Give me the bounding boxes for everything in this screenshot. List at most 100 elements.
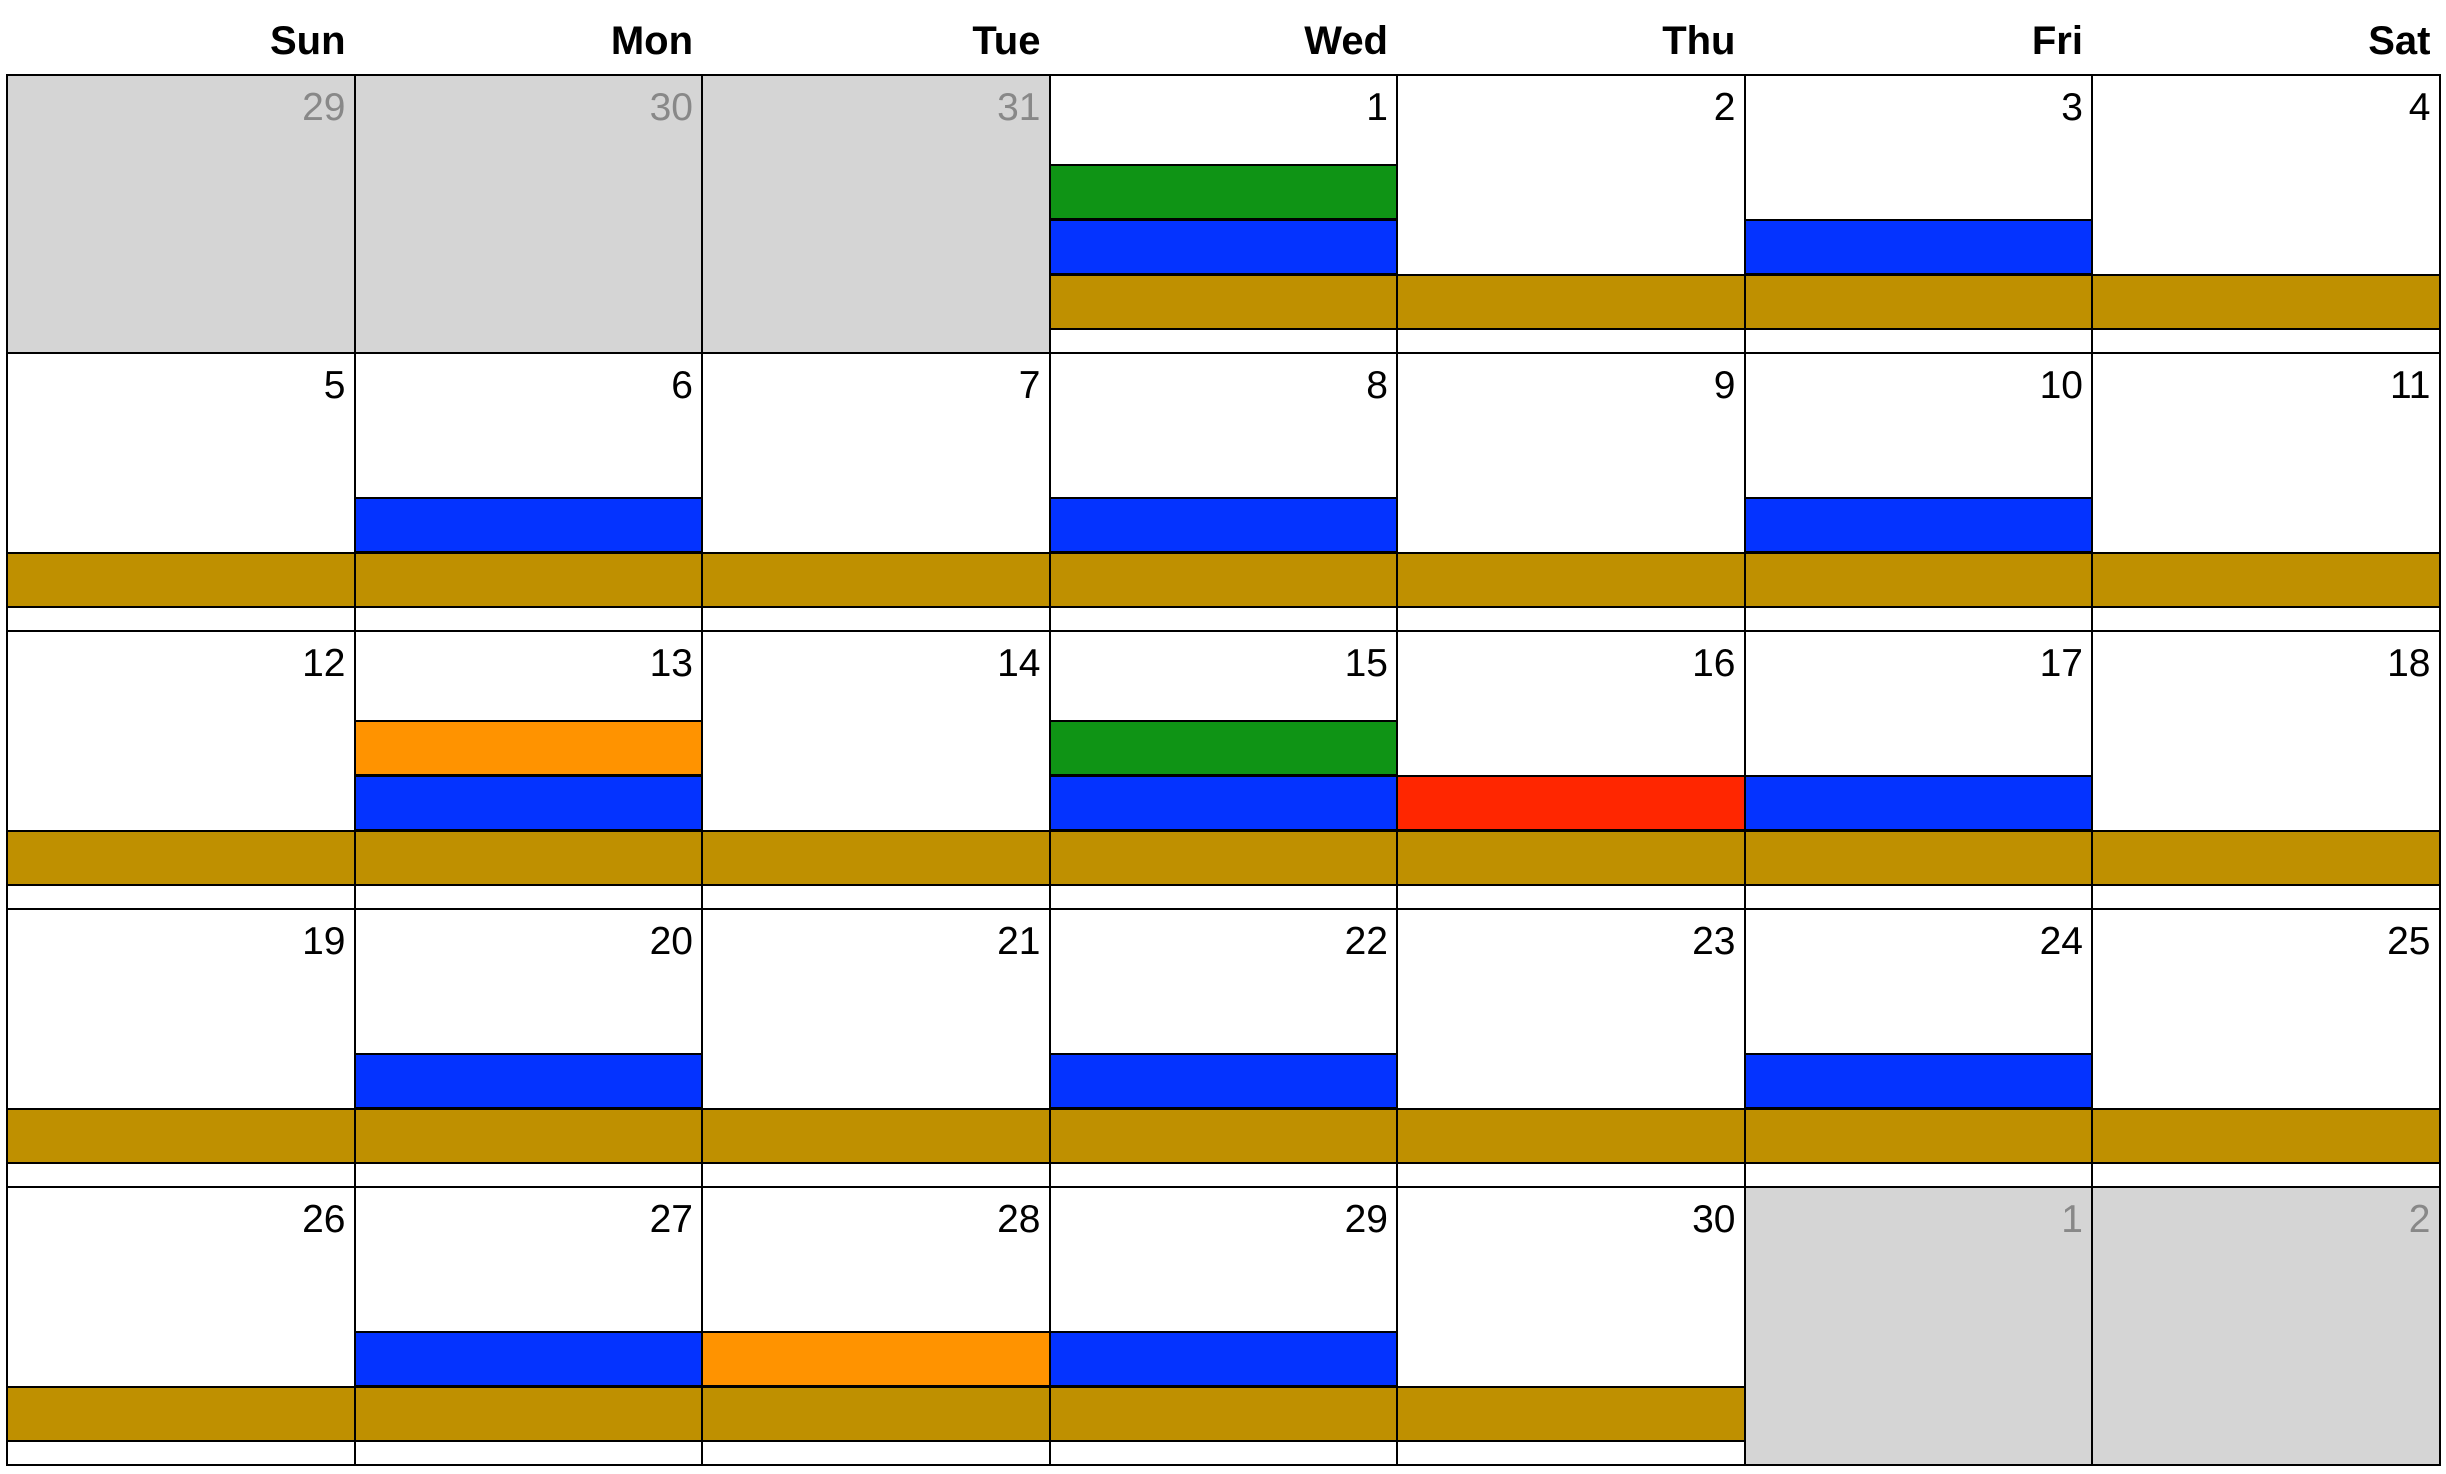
event-bar[interactable] [1743, 1053, 2093, 1109]
event-bar[interactable] [353, 775, 703, 831]
day-cell[interactable]: 28 [701, 1186, 1051, 1466]
day-number: 17 [2039, 642, 2083, 685]
event-bar[interactable] [353, 552, 703, 608]
event-bar[interactable] [1743, 1108, 2093, 1164]
day-cell[interactable]: 27 [353, 1186, 703, 1466]
event-bar[interactable] [1048, 830, 1398, 886]
event-bar[interactable] [1743, 552, 2093, 608]
event-bar[interactable] [1396, 775, 1746, 831]
event-bar[interactable] [1048, 1331, 1398, 1387]
day-number: 18 [2387, 642, 2431, 685]
day-number: 25 [2387, 920, 2431, 963]
event-bar[interactable] [1048, 1053, 1398, 1109]
day-number: 2 [2408, 1198, 2431, 1241]
event-bar[interactable] [701, 552, 1051, 608]
event-bar[interactable] [1048, 497, 1398, 553]
day-cell[interactable]: 20 [353, 908, 703, 1188]
day-cell[interactable]: 22 [1048, 908, 1398, 1188]
day-number: 4 [2408, 86, 2431, 129]
event-bar[interactable] [1743, 830, 2093, 886]
event-bar[interactable] [353, 497, 703, 553]
day-cell[interactable]: 24 [1743, 908, 2093, 1188]
event-bar[interactable] [353, 830, 703, 886]
day-cell[interactable]: 21 [701, 908, 1051, 1188]
event-bar[interactable] [701, 1108, 1051, 1164]
day-number: 21 [997, 920, 1041, 963]
event-bar[interactable] [1048, 775, 1398, 831]
event-bar[interactable] [353, 1108, 703, 1164]
day-number: 29 [302, 86, 346, 129]
day-number: 31 [997, 86, 1041, 129]
day-number: 24 [2039, 920, 2083, 963]
event-bar[interactable] [2091, 274, 2441, 330]
day-cell[interactable]: 12 [6, 630, 356, 910]
event-bar[interactable] [1396, 830, 1746, 886]
day-cell[interactable]: 26 [6, 1186, 356, 1466]
event-bar[interactable] [353, 1331, 703, 1387]
event-bar[interactable] [1048, 164, 1398, 220]
day-number: 5 [323, 364, 346, 407]
event-bar[interactable] [2091, 552, 2441, 608]
event-bar[interactable] [1396, 552, 1746, 608]
event-bar[interactable] [1048, 720, 1398, 776]
day-cell[interactable]: 19 [6, 908, 356, 1188]
day-number: 20 [649, 920, 693, 963]
day-cell[interactable]: 2 [2091, 1186, 2441, 1466]
event-bar[interactable] [701, 1386, 1051, 1442]
event-bar[interactable] [1048, 274, 1398, 330]
day-cell[interactable]: 16 [1396, 630, 1746, 910]
event-bar[interactable] [6, 552, 356, 608]
event-bar[interactable] [1743, 497, 2093, 553]
day-cell[interactable]: 8 [1048, 352, 1398, 632]
event-bar[interactable] [6, 1386, 356, 1442]
day-cell[interactable]: 18 [2091, 630, 2441, 910]
event-bar[interactable] [2091, 1108, 2441, 1164]
event-bar[interactable] [1048, 1386, 1398, 1442]
day-cell[interactable]: 9 [1396, 352, 1746, 632]
event-bar[interactable] [1396, 274, 1746, 330]
day-cell[interactable]: 30 [1396, 1186, 1746, 1466]
event-bar[interactable] [353, 1053, 703, 1109]
event-bar[interactable] [701, 1331, 1051, 1387]
weekday-header-fri: Fri [2031, 19, 2083, 63]
day-cell[interactable]: 1 [1743, 1186, 2093, 1466]
day-cell[interactable]: 2 [1396, 74, 1746, 354]
event-bar[interactable] [701, 830, 1051, 886]
day-cell[interactable]: 25 [2091, 908, 2441, 1188]
weekday-header-sat: Sat [2368, 19, 2431, 63]
day-number: 28 [997, 1198, 1041, 1241]
day-cell[interactable]: 11 [2091, 352, 2441, 632]
day-number: 1 [1366, 86, 1388, 129]
day-cell[interactable]: 17 [1743, 630, 2093, 910]
day-cell[interactable]: 23 [1396, 908, 1746, 1188]
day-cell[interactable]: 30 [353, 74, 703, 354]
day-number: 12 [302, 642, 346, 685]
event-bar[interactable] [1396, 1108, 1746, 1164]
event-bar[interactable] [1743, 274, 2093, 330]
day-cell[interactable]: 14 [701, 630, 1051, 910]
event-bar[interactable] [1396, 1386, 1746, 1442]
day-cell[interactable]: 10 [1743, 352, 2093, 632]
day-cell[interactable]: 13 [353, 630, 703, 910]
event-bar[interactable] [353, 1386, 703, 1442]
event-bar[interactable] [1743, 775, 2093, 831]
day-cell[interactable]: 5 [6, 352, 356, 632]
day-cell[interactable]: 7 [701, 352, 1051, 632]
event-bar[interactable] [1048, 219, 1398, 275]
event-bar[interactable] [353, 720, 703, 776]
event-bar[interactable] [1048, 1108, 1398, 1164]
day-cell[interactable]: 31 [701, 74, 1051, 354]
event-bar[interactable] [6, 830, 356, 886]
event-bar[interactable] [6, 1108, 356, 1164]
day-cell[interactable]: 4 [2091, 74, 2441, 354]
day-cell[interactable]: 29 [1048, 1186, 1398, 1466]
day-cell[interactable]: 29 [6, 74, 356, 354]
day-cell[interactable]: 3 [1743, 74, 2093, 354]
event-bar[interactable] [2091, 830, 2441, 886]
day-cell[interactable]: 1 [1048, 74, 1398, 354]
day-cell[interactable]: 6 [353, 352, 703, 632]
event-bar[interactable] [1743, 219, 2093, 275]
day-cell[interactable]: 15 [1048, 630, 1398, 910]
event-bar[interactable] [1048, 552, 1398, 608]
